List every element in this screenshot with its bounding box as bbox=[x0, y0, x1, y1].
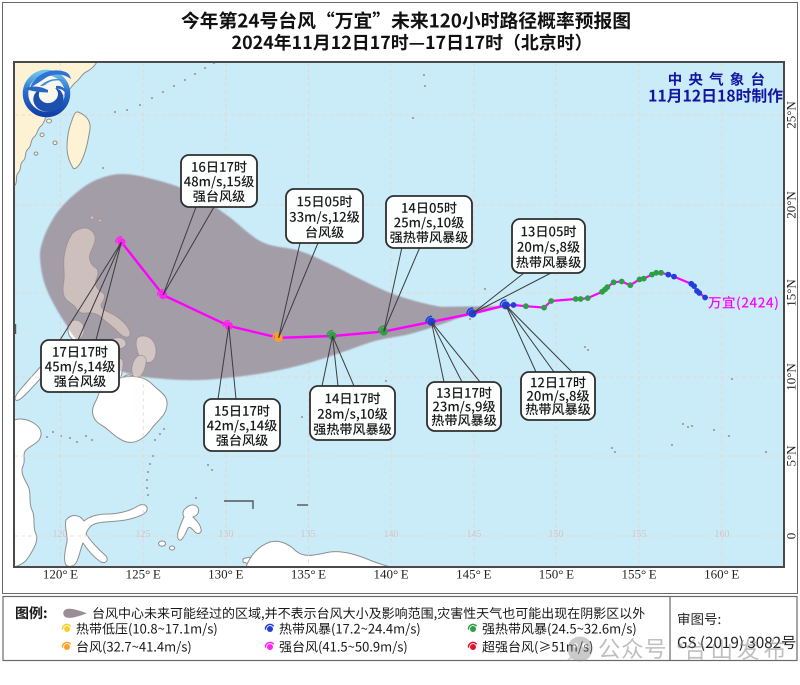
svg-text:145: 145 bbox=[467, 529, 482, 540]
svg-text:160: 160 bbox=[715, 529, 730, 540]
svg-text:155: 155 bbox=[632, 529, 647, 540]
svg-text:15°N: 15°N bbox=[784, 279, 799, 307]
svg-text:135: 135 bbox=[301, 529, 316, 540]
svg-text:150: 150 bbox=[549, 529, 564, 540]
svg-text:135° E: 135° E bbox=[291, 567, 326, 582]
svg-text:120: 120 bbox=[53, 529, 68, 540]
svg-text:0: 0 bbox=[784, 533, 799, 540]
svg-text:25°N: 25°N bbox=[784, 101, 799, 129]
svg-text:160° E: 160° E bbox=[704, 567, 739, 582]
svg-text:125° E: 125° E bbox=[126, 567, 161, 582]
svg-text:140° E: 140° E bbox=[373, 567, 408, 582]
svg-text:150° E: 150° E bbox=[539, 567, 574, 582]
svg-text:130: 130 bbox=[219, 529, 234, 540]
svg-text:125: 125 bbox=[136, 529, 151, 540]
svg-text:5°N: 5°N bbox=[784, 445, 799, 467]
svg-text:10°N: 10°N bbox=[784, 363, 799, 391]
svg-text:140: 140 bbox=[384, 529, 399, 540]
svg-text:20°N: 20°N bbox=[784, 191, 799, 219]
svg-text:155° E: 155° E bbox=[621, 567, 656, 582]
svg-text:130° E: 130° E bbox=[208, 567, 243, 582]
svg-text:120° E: 120° E bbox=[43, 567, 78, 582]
svg-text:145° E: 145° E bbox=[456, 567, 491, 582]
